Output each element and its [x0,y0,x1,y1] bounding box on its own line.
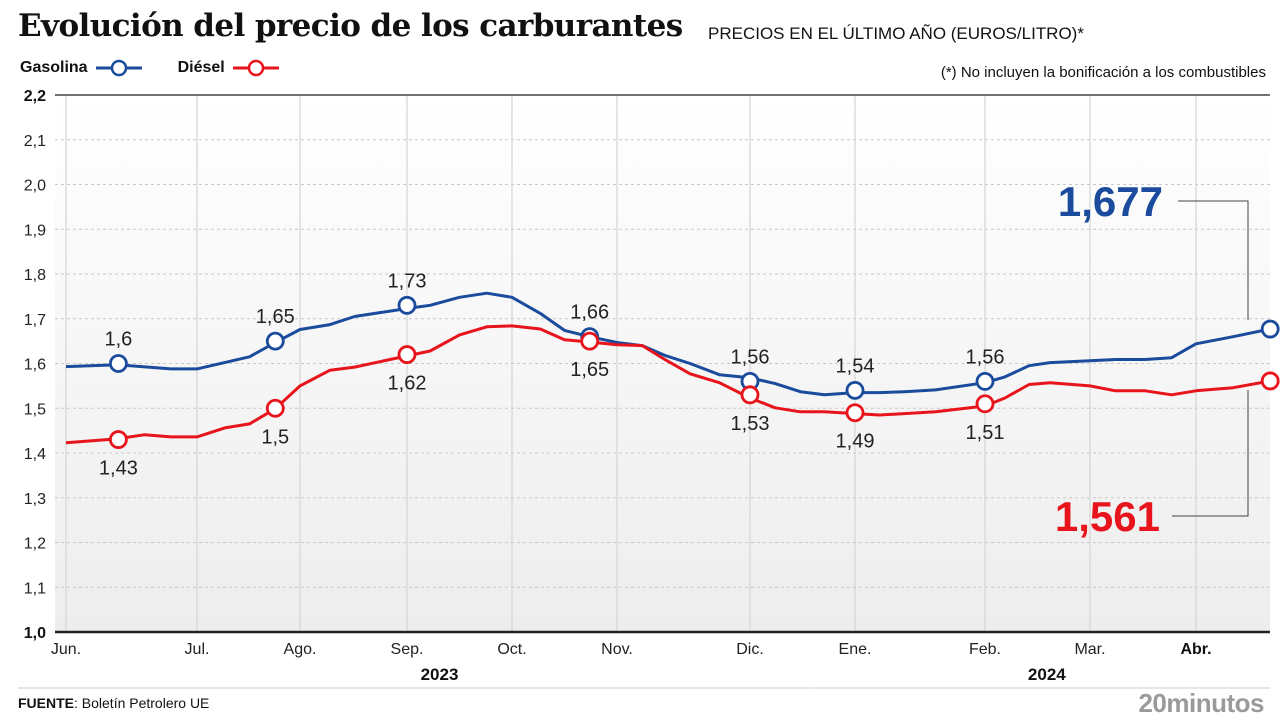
y-tick-label: 1,7 [24,312,46,329]
data-label-gasolina: 1,73 [388,270,427,292]
marker-diesel [265,398,285,418]
x-tick-label: Sep. [391,641,424,658]
y-tick-label: 2,2 [24,88,46,105]
marker-diesel [109,430,128,449]
data-label-gasolina: 1,56 [731,346,770,368]
data-label-gasolina: 1,54 [836,355,875,377]
data-label-diesel: 1,43 [99,458,138,480]
source: FUENTE: Boletín Petrolero UE [18,695,209,711]
marker-gasolina [109,354,128,373]
y-tick-label: 1,3 [24,491,46,508]
chart-title: Evolución del precio de los carburantes [18,8,683,44]
callout-line-gasolina [1178,200,1249,321]
callout-line-diesel [1172,389,1249,517]
data-label-gasolina: 1,65 [256,306,295,328]
x-tick-label: Jul. [185,641,210,658]
y-tick-label: 1,1 [24,580,46,597]
x-tick-label: Dic. [736,641,764,658]
brand-logo: 20minutos [1138,688,1264,718]
marker-diesel [580,331,600,351]
legend: Gasolina Diésel [20,58,315,78]
legend-marker-diesel-icon [232,59,279,77]
marker-diesel [845,403,865,423]
y-tick-label: 1,8 [24,267,46,284]
marker-gasolina [265,331,285,351]
x-tick-label: Abr. [1180,641,1211,658]
y-tick-label: 1,6 [24,357,46,374]
y-tick-label: 2,0 [24,178,46,195]
series-line-gasolina [65,291,1271,397]
footnote: (*) No incluyen la bonificación a los co… [940,64,1266,81]
y-tick-label: 1,5 [24,401,46,418]
marker-gasolina [1260,319,1280,339]
y-tick-label: 2,1 [24,133,46,150]
legend-item-gasolina: Gasolina [20,58,144,78]
callout-value-gasolina: 1,677 [1058,178,1163,225]
data-label-gasolina: 1,6 [104,329,132,351]
y-tick-label: 1,4 [24,446,46,463]
x-tick-label: Oct. [497,641,526,658]
year-label: 2023 [421,665,459,684]
x-tick-label: Jun. [51,641,81,658]
data-label-diesel: 1,51 [966,422,1005,444]
y-tick-label: 1,2 [24,536,46,553]
legend-marker-gasolina-icon [95,59,142,77]
year-label: 2024 [1028,665,1066,684]
marker-diesel [397,345,417,364]
x-tick-label: Mar. [1074,641,1105,658]
x-tick-label: Nov. [601,641,633,658]
legend-label-gasolina: Gasolina [20,59,88,76]
source-text: : Boletín Petrolero UE [74,695,210,711]
legend-label-diesel: Diésel [177,59,225,76]
data-label-diesel: 1,65 [570,359,609,381]
callout-value-diesel: 1,561 [1055,493,1160,540]
chart-subtitle: PRECIOS EN EL ÚLTIMO AÑO (EUROS/LITRO)* [708,24,1084,43]
x-tick-label: Ago. [284,641,317,658]
x-tick-label: Ene. [839,641,872,658]
marker-diesel [740,385,760,405]
marker-gasolina [397,295,417,315]
x-tick-label: Feb. [969,641,1001,658]
legend-item-diesel: Diésel [178,58,281,78]
y-tick-label: 1,0 [24,625,46,642]
data-label-diesel: 1,53 [731,413,770,435]
data-label-gasolina: 1,56 [966,346,1005,368]
y-tick-label: 1,9 [24,222,46,239]
source-label: FUENTE [18,695,74,711]
marker-diesel [975,394,995,414]
marker-gasolina [845,380,865,400]
data-label-diesel: 1,62 [388,373,427,395]
data-label-diesel: 1,49 [836,431,875,453]
data-label-gasolina: 1,66 [570,302,609,324]
marker-diesel [1260,371,1280,391]
marker-gasolina [975,371,995,391]
data-label-diesel: 1,5 [261,426,289,448]
